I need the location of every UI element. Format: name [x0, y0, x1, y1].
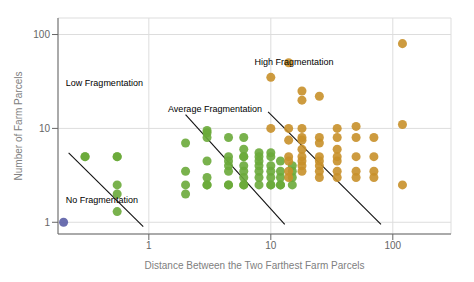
svg-text:10: 10 [265, 240, 277, 251]
svg-text:1: 1 [44, 217, 50, 228]
svg-text:1: 1 [146, 240, 152, 251]
html-text:Average Fragmentation: Average Fragmentation [168, 104, 262, 115]
html-text:No Fragmentation: No Fragmentation [65, 195, 138, 206]
html-text:Low Fragmentation: Low Fragmentation [65, 78, 143, 89]
svg-text:10: 10 [39, 123, 51, 134]
svg-text:100: 100 [384, 240, 401, 251]
svg-text:Number of Farm Parcels: Number of Farm Parcels [13, 72, 24, 181]
svg-text:100: 100 [33, 29, 50, 40]
svg-text:Distance Between the Two Farth: Distance Between the Two Farthest Farm P… [145, 260, 365, 271]
html-text:High Fragmentation: High Fragmentation [254, 56, 334, 67]
